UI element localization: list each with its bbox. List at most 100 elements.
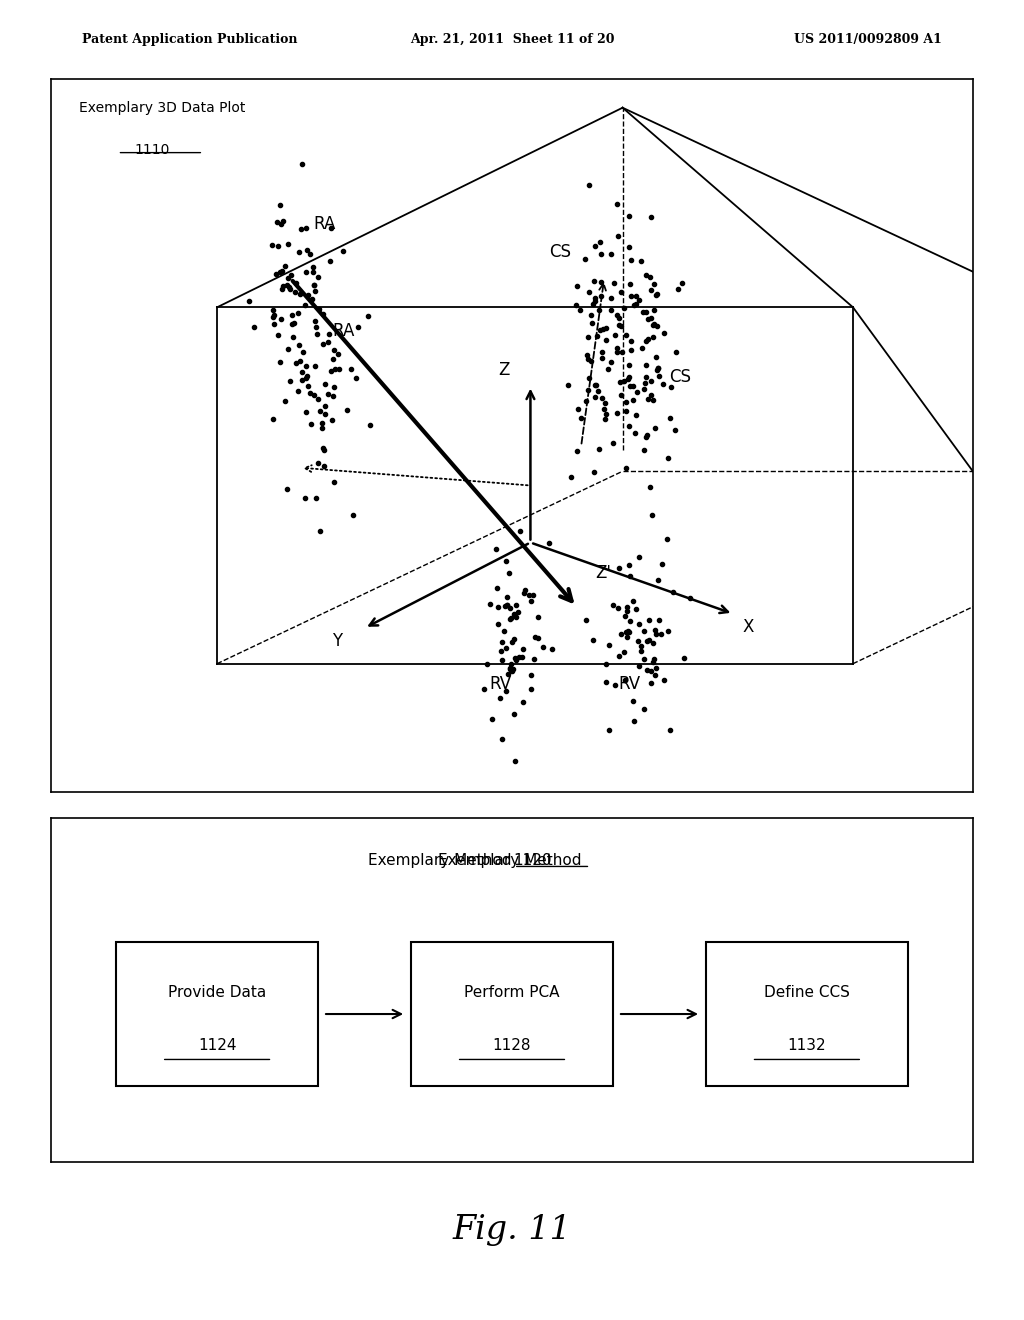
Point	[342, 358, 358, 379]
Point	[604, 594, 621, 615]
Point	[592, 319, 608, 341]
Point	[620, 620, 636, 642]
Point	[638, 264, 654, 285]
Point	[642, 477, 658, 498]
Point	[669, 341, 685, 362]
Point	[594, 388, 610, 409]
Point	[241, 290, 257, 312]
Point	[662, 719, 678, 741]
Point	[281, 338, 297, 359]
Point	[316, 374, 333, 395]
Point	[572, 300, 589, 321]
Point	[631, 546, 647, 568]
Point	[298, 218, 314, 239]
Point	[602, 243, 618, 264]
Point	[489, 597, 506, 618]
Point	[638, 426, 654, 447]
Point	[640, 389, 656, 411]
Point	[284, 305, 300, 326]
Point	[304, 288, 321, 309]
Point	[621, 622, 637, 643]
Point	[607, 675, 624, 696]
Point	[598, 672, 614, 693]
Point	[493, 640, 509, 661]
Point	[580, 348, 596, 370]
Point	[579, 345, 595, 366]
Point	[636, 379, 652, 400]
Point	[658, 528, 675, 549]
Point	[310, 267, 327, 288]
Point	[335, 240, 351, 261]
Point	[525, 585, 542, 606]
Point	[514, 639, 530, 660]
Point	[311, 400, 328, 421]
Point	[494, 631, 510, 652]
Point	[612, 281, 629, 302]
Point	[291, 242, 307, 263]
Point	[313, 417, 330, 438]
Point	[315, 440, 332, 461]
FancyBboxPatch shape	[411, 942, 613, 1086]
Point	[617, 457, 634, 478]
Point	[638, 367, 654, 388]
Point	[299, 366, 315, 387]
Point	[284, 313, 300, 334]
Point	[593, 272, 609, 293]
Point	[499, 594, 515, 615]
Point	[612, 315, 629, 337]
Point	[638, 425, 654, 446]
Point	[504, 631, 520, 652]
Point	[529, 607, 546, 628]
Point	[503, 653, 519, 675]
Point	[302, 383, 318, 404]
Point	[616, 642, 633, 663]
Point	[643, 672, 659, 693]
Point	[642, 267, 658, 288]
Point	[273, 279, 290, 300]
Point	[290, 302, 306, 323]
Point	[645, 326, 662, 347]
Point	[682, 587, 698, 609]
Point	[623, 339, 639, 360]
Point	[515, 692, 531, 713]
Point	[330, 343, 346, 364]
Point	[631, 289, 647, 310]
Point	[633, 635, 649, 656]
Point	[306, 384, 323, 405]
Point	[497, 595, 513, 616]
Point	[643, 206, 659, 227]
Text: 1124: 1124	[198, 1039, 237, 1053]
Point	[616, 297, 633, 318]
Point	[265, 304, 282, 325]
Point	[651, 366, 668, 387]
Point	[651, 609, 668, 630]
Point	[647, 620, 664, 642]
Point	[589, 325, 605, 346]
Point	[283, 265, 299, 286]
Point	[488, 577, 505, 598]
Point	[293, 218, 309, 239]
Point	[650, 358, 667, 379]
Point	[646, 417, 663, 438]
Point	[656, 322, 673, 343]
Point	[636, 440, 652, 461]
Point	[288, 272, 304, 293]
Point	[674, 273, 690, 294]
Point	[300, 284, 316, 305]
Point	[282, 279, 298, 300]
Point	[623, 285, 639, 306]
Point	[297, 294, 313, 315]
Point	[324, 411, 340, 432]
Point	[621, 367, 637, 388]
Text: CS: CS	[669, 368, 690, 387]
Point	[614, 342, 631, 363]
Point	[265, 409, 282, 430]
Point	[625, 690, 641, 711]
Point	[638, 355, 654, 376]
Text: 1132: 1132	[787, 1039, 826, 1053]
Point	[269, 236, 286, 257]
Point	[647, 623, 664, 644]
Point	[309, 453, 326, 474]
Point	[287, 281, 303, 302]
Point	[578, 391, 594, 412]
